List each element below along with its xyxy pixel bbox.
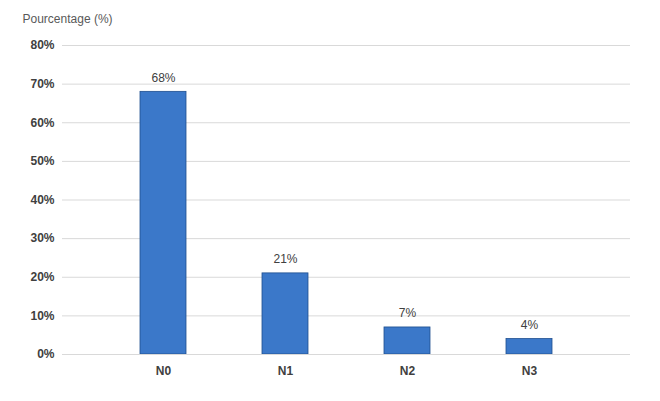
svg-text:20%: 20% [30,270,54,284]
svg-text:N0: N0 [156,364,172,378]
svg-text:68%: 68% [151,71,175,85]
svg-text:N2: N2 [400,364,416,378]
svg-text:7%: 7% [399,306,417,320]
svg-text:N3: N3 [522,364,538,378]
svg-text:40%: 40% [30,193,54,207]
svg-text:70%: 70% [30,77,54,91]
svg-text:50%: 50% [30,154,54,168]
svg-text:N1: N1 [278,364,294,378]
svg-text:4%: 4% [521,318,539,332]
svg-text:10%: 10% [30,309,54,323]
svg-text:80%: 80% [30,38,54,52]
svg-text:0%: 0% [37,347,55,361]
svg-text:30%: 30% [30,231,54,245]
svg-text:21%: 21% [273,252,297,266]
svg-text:60%: 60% [30,116,54,130]
svg-text:Pourcentage (%): Pourcentage (%) [23,12,113,26]
